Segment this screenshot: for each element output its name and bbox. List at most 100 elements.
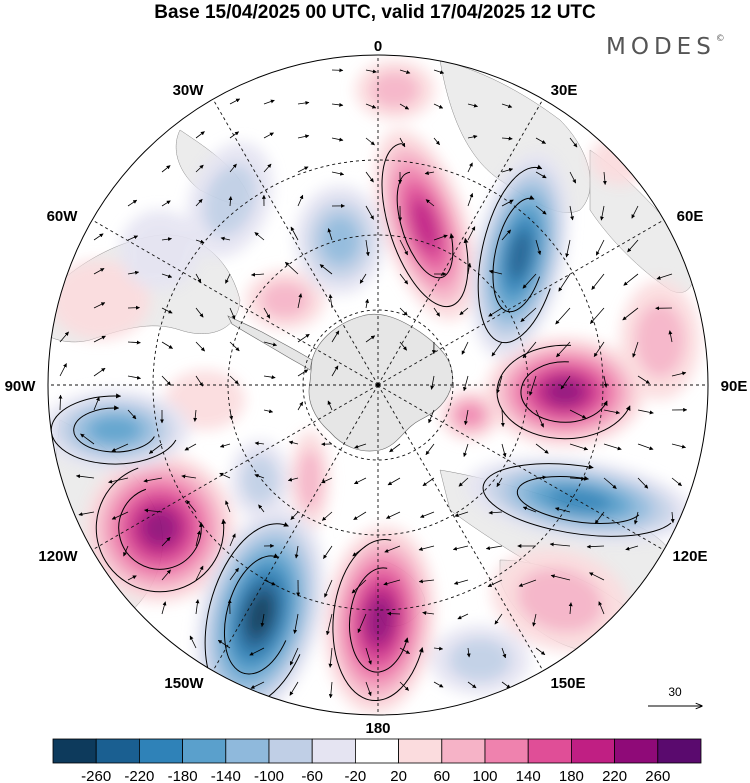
wind-vector — [569, 409, 587, 419]
wind-vector — [229, 307, 236, 320]
map-disk — [48, 55, 708, 715]
wind-vector — [359, 273, 367, 284]
wind-vector — [225, 273, 231, 284]
wind-vector — [365, 171, 374, 183]
wind-vector — [263, 579, 276, 586]
wind-vector — [285, 261, 299, 275]
wind-vector — [161, 375, 171, 386]
wind-vector — [93, 268, 105, 275]
colorbar-swatch — [484, 738, 529, 764]
wind-vector — [420, 511, 435, 518]
wind-vector — [485, 545, 503, 551]
wind-vector — [325, 613, 333, 636]
wind-vector — [263, 307, 271, 319]
wind-vector — [501, 443, 507, 458]
wind-vector — [569, 137, 578, 148]
colorbar-swatch — [441, 738, 486, 764]
wind-vector — [594, 511, 605, 525]
colorbar-swatch — [268, 738, 313, 764]
wind-vector — [637, 409, 654, 415]
wind-vector — [399, 307, 408, 316]
wind-vector — [251, 272, 265, 277]
wind-vector — [433, 137, 440, 146]
anomaly-cell — [195, 507, 325, 715]
wind-vector — [297, 100, 310, 105]
wind-vector — [189, 635, 197, 649]
wind-vector — [422, 477, 435, 487]
wind-vector — [384, 545, 401, 553]
lon-label-120e: 120E — [672, 548, 707, 565]
wind-vector — [623, 273, 639, 286]
wind-vector — [387, 477, 401, 486]
wind-vector — [229, 533, 236, 547]
colorbar-tick-label: 20 — [390, 768, 407, 783]
wind-vector — [365, 69, 377, 74]
wind-vector — [501, 136, 513, 141]
wind-vector — [637, 443, 654, 451]
wind-vector — [195, 375, 204, 387]
wind-vector — [297, 166, 309, 173]
anomaly-contour — [260, 281, 310, 319]
wind-vector — [535, 137, 546, 144]
meridian-line — [212, 384, 379, 672]
wind-vector — [365, 681, 372, 697]
wind-vector — [263, 409, 274, 414]
anomaly-cell — [440, 390, 500, 440]
south-pole-marker — [376, 383, 380, 387]
modes-logo: MODES© — [606, 34, 725, 60]
anomaly-contour — [88, 416, 142, 444]
wind-vector — [556, 341, 571, 358]
wind-vector — [353, 511, 367, 521]
anomaly-contour — [508, 229, 532, 281]
wind-vector — [625, 545, 639, 551]
wind-vector — [254, 441, 265, 446]
wind-vector — [528, 375, 537, 396]
colorbar — [52, 738, 702, 764]
anomaly-cell — [290, 430, 330, 530]
wind-vector — [217, 639, 231, 649]
circulation-arrow — [516, 475, 640, 524]
wind-vector — [569, 171, 577, 184]
wind-vector — [331, 365, 339, 377]
circulation-arrow — [332, 539, 424, 702]
wind-vector — [603, 477, 617, 489]
wind-vector — [386, 511, 401, 519]
wind-vector — [603, 443, 622, 451]
wind-vector — [186, 499, 197, 513]
wind-vector — [399, 103, 410, 110]
lon-label-30e: 30E — [551, 82, 578, 99]
wind-vector — [184, 443, 197, 451]
wind-vector — [365, 239, 370, 257]
wind-vector — [127, 409, 137, 420]
anomaly-contour — [517, 568, 603, 632]
wind-vector — [161, 537, 171, 547]
wind-vector — [328, 294, 333, 309]
wind-vector — [425, 199, 435, 207]
wind-vector — [500, 409, 505, 427]
wind-vector — [365, 647, 372, 665]
wind-vector — [229, 98, 241, 105]
wind-vector — [488, 510, 503, 515]
wind-vector — [399, 239, 408, 256]
wind-vector — [496, 375, 503, 394]
circulation-arrow — [50, 393, 177, 465]
colorbar-tick-label: -260 — [81, 768, 111, 783]
anomaly-cell — [324, 525, 436, 715]
wind-vector — [290, 226, 299, 241]
lon-label-0: 0 — [374, 38, 382, 55]
wind-vector — [522, 506, 537, 513]
wind-vector — [487, 579, 503, 587]
wind-vector — [331, 137, 344, 142]
meridian-line — [91, 384, 379, 551]
wind-vector — [289, 647, 299, 666]
circulation-arrow — [73, 405, 155, 453]
meridian-line — [377, 384, 544, 672]
wind-vector — [260, 613, 265, 627]
wind-vector — [433, 646, 444, 651]
wind-vector — [494, 613, 503, 625]
wind-vector — [297, 333, 310, 343]
wind-vector — [58, 394, 63, 411]
wind-vector — [324, 579, 333, 598]
wind-vector — [622, 307, 639, 321]
wind-vector — [600, 205, 605, 221]
